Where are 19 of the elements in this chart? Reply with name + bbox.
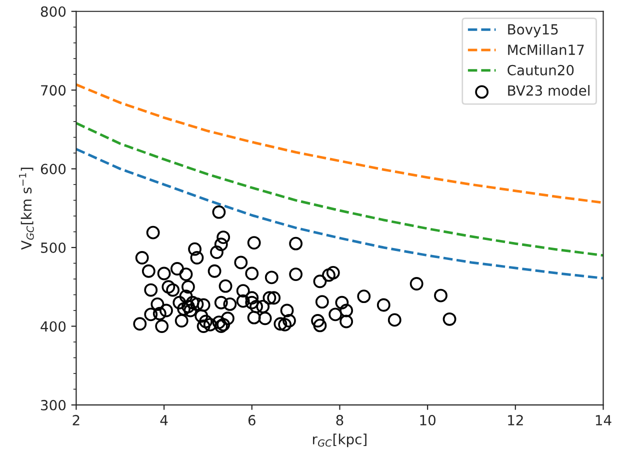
y-tick-label: 500 bbox=[41, 242, 66, 253]
x-tick-label: 8 bbox=[336, 414, 344, 426]
x-tick-label: 4 bbox=[160, 415, 168, 426]
y-tick-label: 300 bbox=[41, 400, 66, 410]
legend-label: McMillan17 bbox=[508, 44, 584, 56]
legend-label: Cautun20 bbox=[508, 64, 574, 76]
x-tick-label: 12 bbox=[508, 414, 523, 426]
x-axis-title: r$_{GC}$[kpc] bbox=[313, 434, 366, 448]
y-axis-title: V$_{GC}$[km s$^{−1}$] bbox=[19, 168, 34, 250]
x-tick-label: 14 bbox=[596, 415, 612, 426]
y-tick-label: 400 bbox=[40, 321, 66, 332]
y-tick-label: 800 bbox=[40, 6, 66, 17]
x-tick-label: 6 bbox=[248, 414, 256, 426]
x-tick-label: 2 bbox=[72, 414, 80, 426]
y-tick-label: 700 bbox=[41, 85, 66, 96]
y-tick-label: 600 bbox=[40, 164, 66, 174]
legend-label: Bovy15 bbox=[508, 24, 558, 38]
legend-label: BV23 model bbox=[508, 85, 590, 96]
x-tick-label: 10 bbox=[420, 414, 436, 426]
